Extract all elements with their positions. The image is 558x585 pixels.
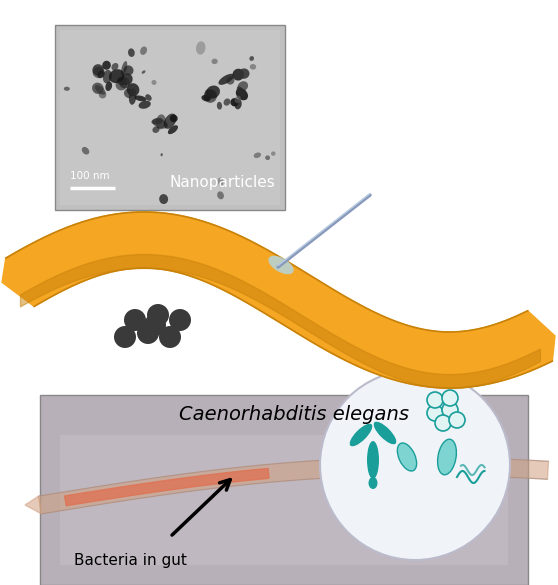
Ellipse shape: [142, 70, 146, 74]
Ellipse shape: [159, 194, 168, 204]
Ellipse shape: [234, 99, 242, 109]
Ellipse shape: [254, 153, 261, 158]
Text: Nanoparticles: Nanoparticles: [169, 174, 275, 190]
Ellipse shape: [95, 85, 105, 95]
Polygon shape: [25, 496, 41, 514]
Ellipse shape: [64, 87, 70, 91]
Ellipse shape: [145, 94, 152, 101]
Ellipse shape: [217, 102, 222, 109]
Ellipse shape: [227, 77, 234, 85]
Ellipse shape: [140, 46, 147, 55]
Ellipse shape: [138, 101, 151, 109]
Polygon shape: [6, 212, 552, 388]
Ellipse shape: [102, 61, 111, 70]
Ellipse shape: [121, 73, 133, 85]
Ellipse shape: [103, 70, 112, 84]
Bar: [60, 435, 508, 565]
Ellipse shape: [218, 177, 224, 186]
Ellipse shape: [201, 95, 210, 101]
Ellipse shape: [249, 56, 254, 61]
Circle shape: [442, 390, 458, 406]
Ellipse shape: [236, 88, 248, 100]
Ellipse shape: [124, 88, 133, 98]
Ellipse shape: [93, 64, 104, 75]
Ellipse shape: [268, 256, 294, 274]
Polygon shape: [65, 469, 269, 506]
Ellipse shape: [437, 439, 456, 475]
Circle shape: [137, 322, 159, 344]
Bar: [55, 25, 285, 210]
Ellipse shape: [205, 90, 211, 101]
Circle shape: [159, 326, 181, 348]
Ellipse shape: [117, 77, 127, 85]
Ellipse shape: [151, 118, 163, 125]
Ellipse shape: [238, 68, 249, 79]
Circle shape: [114, 326, 136, 348]
Ellipse shape: [152, 126, 160, 133]
Circle shape: [124, 309, 146, 331]
Text: 100 nm: 100 nm: [70, 171, 109, 181]
Ellipse shape: [156, 114, 166, 129]
Ellipse shape: [116, 79, 127, 91]
Ellipse shape: [105, 82, 112, 91]
Ellipse shape: [271, 152, 276, 156]
Circle shape: [449, 412, 465, 428]
Ellipse shape: [368, 477, 378, 489]
Polygon shape: [39, 457, 549, 514]
Ellipse shape: [196, 42, 205, 54]
Ellipse shape: [237, 87, 245, 97]
Circle shape: [144, 314, 166, 336]
Ellipse shape: [151, 80, 156, 85]
Circle shape: [320, 370, 510, 560]
Circle shape: [427, 405, 443, 421]
Ellipse shape: [211, 58, 218, 64]
Polygon shape: [528, 311, 555, 361]
Ellipse shape: [168, 125, 178, 134]
Text: Caenorhabditis elegans: Caenorhabditis elegans: [179, 405, 409, 425]
Ellipse shape: [367, 441, 379, 479]
Ellipse shape: [152, 119, 168, 129]
Circle shape: [169, 309, 191, 331]
Ellipse shape: [397, 443, 417, 471]
Ellipse shape: [82, 147, 89, 154]
Ellipse shape: [374, 422, 396, 444]
Ellipse shape: [109, 69, 124, 83]
Bar: [40, 395, 528, 585]
Ellipse shape: [206, 85, 220, 99]
Ellipse shape: [230, 98, 239, 106]
Ellipse shape: [217, 191, 224, 199]
Ellipse shape: [163, 113, 176, 129]
Ellipse shape: [97, 70, 104, 78]
Ellipse shape: [218, 74, 234, 85]
Ellipse shape: [129, 88, 136, 105]
Ellipse shape: [127, 83, 140, 97]
Ellipse shape: [119, 77, 130, 88]
Ellipse shape: [235, 95, 241, 104]
Circle shape: [435, 415, 451, 431]
Circle shape: [442, 402, 458, 418]
Ellipse shape: [224, 98, 230, 106]
Ellipse shape: [128, 49, 134, 57]
Ellipse shape: [99, 91, 107, 98]
Ellipse shape: [93, 67, 105, 78]
Ellipse shape: [238, 81, 248, 91]
Ellipse shape: [233, 68, 244, 81]
Ellipse shape: [170, 115, 177, 122]
Text: Bacteria in gut: Bacteria in gut: [74, 552, 186, 567]
Ellipse shape: [123, 66, 133, 75]
Bar: [60, 30, 280, 205]
Circle shape: [427, 392, 443, 408]
Ellipse shape: [112, 63, 118, 70]
Ellipse shape: [250, 64, 256, 70]
Ellipse shape: [161, 153, 163, 156]
Ellipse shape: [350, 424, 372, 446]
Ellipse shape: [92, 82, 104, 94]
Circle shape: [147, 304, 169, 326]
Ellipse shape: [121, 61, 127, 76]
Ellipse shape: [204, 90, 217, 103]
Ellipse shape: [265, 156, 270, 160]
Polygon shape: [2, 258, 34, 307]
Ellipse shape: [134, 95, 146, 101]
